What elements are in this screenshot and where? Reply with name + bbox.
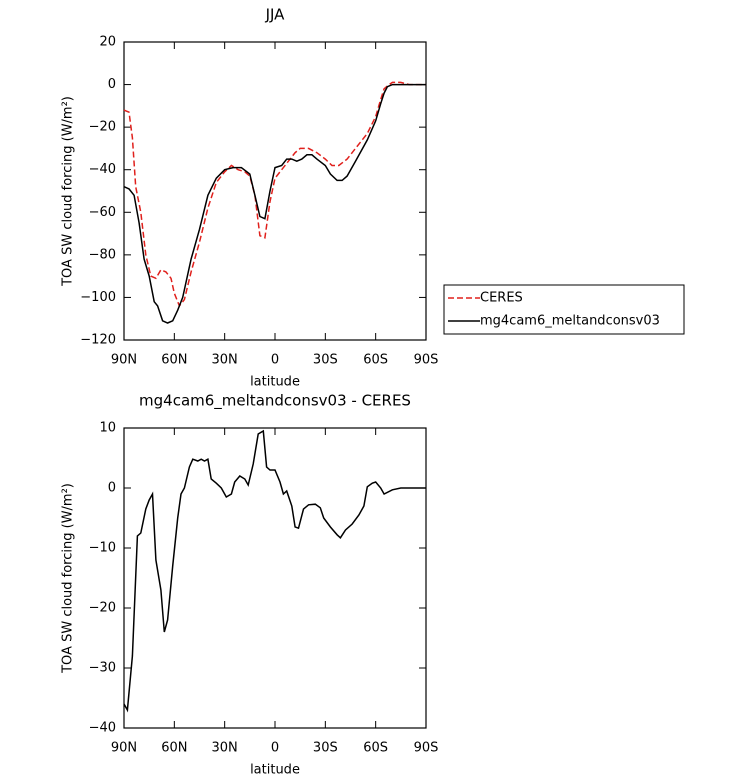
legend-label: CERES — [480, 291, 523, 306]
x-tick-label: 30S — [313, 353, 338, 368]
y-axis-label: TOA SW cloud forcing (W/m²) — [61, 96, 76, 287]
y-tick-label: −20 — [89, 120, 116, 135]
x-tick-label: 90N — [111, 741, 137, 756]
y-tick-label: 10 — [99, 421, 116, 436]
x-axis-label: latitude — [250, 763, 300, 778]
y-tick-label: −40 — [89, 721, 116, 736]
y-tick-label: −30 — [89, 661, 116, 676]
x-tick-label: 60N — [161, 741, 187, 756]
y-tick-label: −60 — [89, 205, 116, 220]
x-tick-label: 30S — [313, 741, 338, 756]
data-line — [123, 83, 426, 324]
data-line — [123, 81, 426, 308]
legend-label: mg4cam6_meltandconsv03 — [480, 314, 660, 329]
x-tick-label: 90S — [414, 741, 439, 756]
y-tick-label: −80 — [89, 247, 116, 262]
x-tick-label: 60S — [363, 353, 388, 368]
y-axis-label: TOA SW cloud forcing (W/m²) — [61, 483, 76, 674]
legend-box — [443, 284, 685, 335]
chart-title: mg4cam6_meltandconsv03 - CERES — [139, 392, 411, 411]
x-tick-label: 90S — [414, 353, 439, 368]
plot-frame — [123, 41, 427, 341]
x-tick-label: 60S — [363, 741, 388, 756]
y-tick-label: −40 — [89, 162, 116, 177]
x-tick-label: 60N — [161, 353, 187, 368]
x-axis-label: latitude — [250, 375, 300, 390]
y-tick-label: 0 — [108, 481, 116, 496]
x-tick-label: 30N — [212, 741, 238, 756]
y-tick-label: 0 — [108, 77, 116, 92]
y-tick-label: −20 — [89, 601, 116, 616]
plot-frame — [123, 427, 427, 729]
x-tick-label: 30N — [212, 353, 238, 368]
y-tick-label: −100 — [80, 290, 116, 305]
x-tick-label: 90N — [111, 353, 137, 368]
x-tick-label: 0 — [271, 741, 279, 756]
y-tick-label: −10 — [89, 541, 116, 556]
chart-title: JJA — [265, 6, 286, 24]
x-tick-label: 0 — [271, 353, 279, 368]
y-tick-label: −120 — [80, 333, 116, 348]
y-tick-label: 20 — [99, 35, 116, 50]
data-line — [123, 429, 426, 713]
